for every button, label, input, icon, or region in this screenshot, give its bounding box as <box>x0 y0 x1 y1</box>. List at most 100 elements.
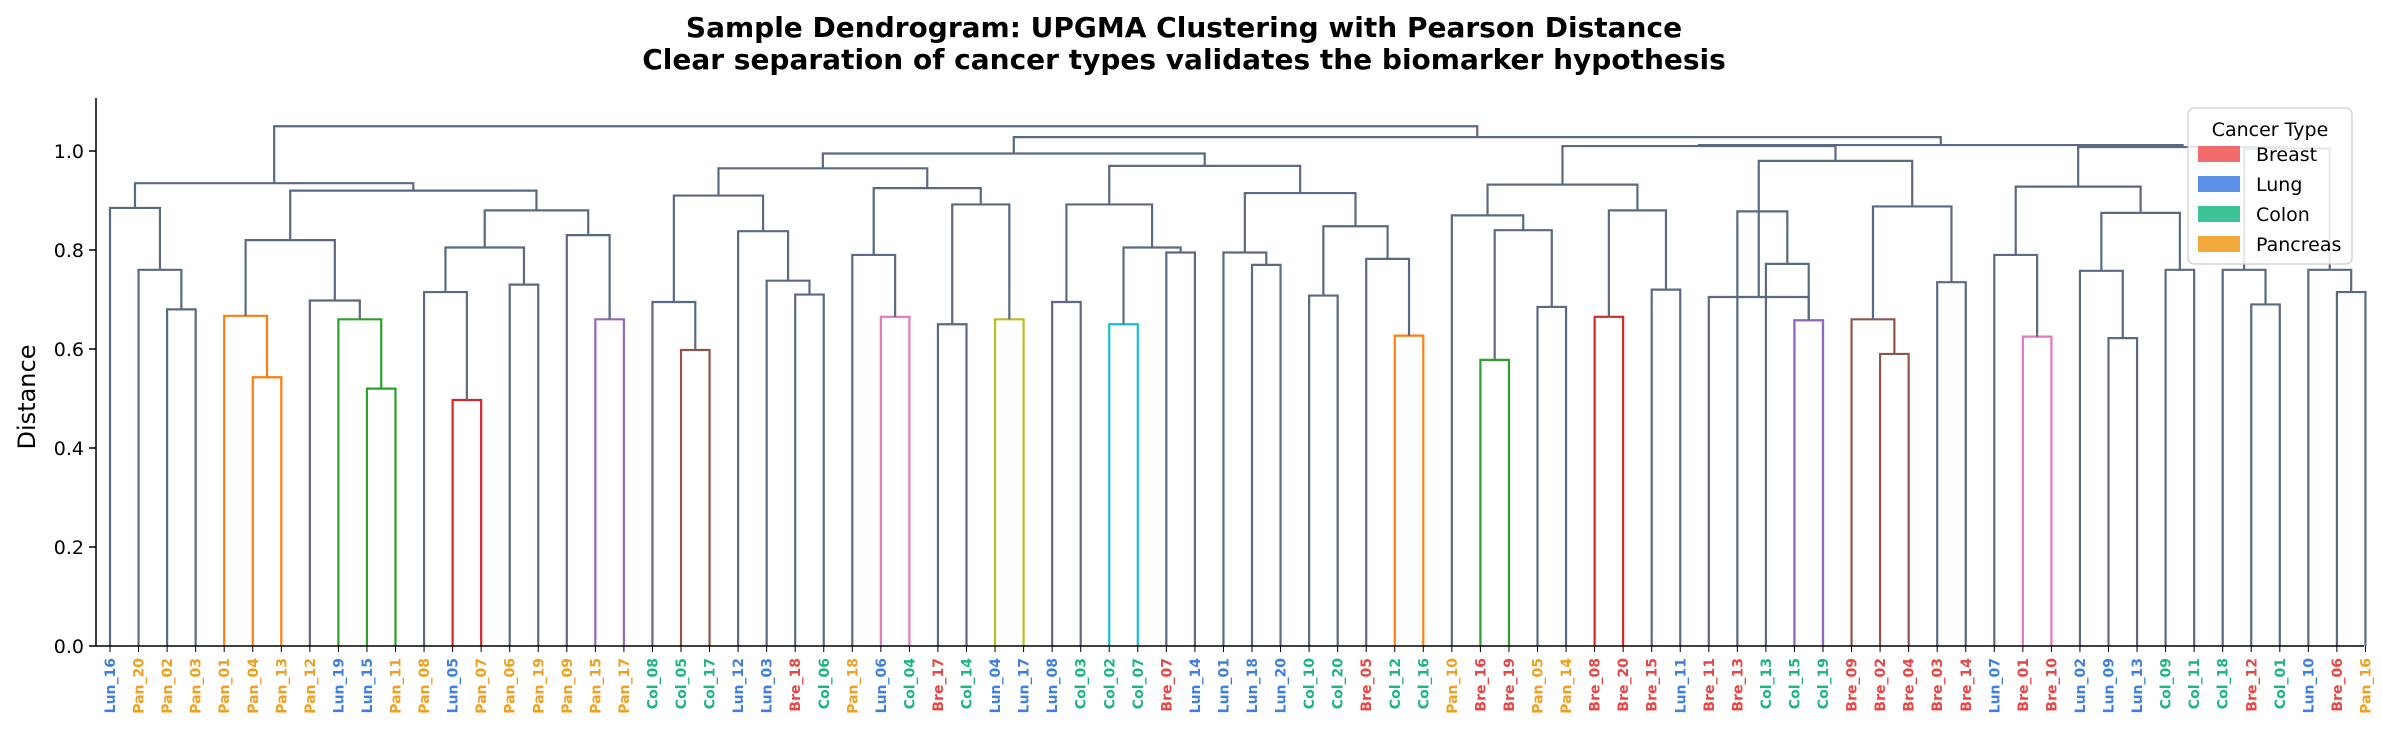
dendrogram-link <box>672 194 765 302</box>
chart-title-line2: Clear separation of cancer types validat… <box>642 43 1726 76</box>
dendrogram-link <box>422 290 468 646</box>
dendrogram-link <box>166 308 197 646</box>
leaf-label: Pan_11 <box>389 658 405 714</box>
dendrogram-link <box>765 279 811 646</box>
leaf-label: Col_01 <box>2273 658 2289 709</box>
leaf-label: Bre_09 <box>1845 658 1861 712</box>
dendrogram-link <box>244 239 336 316</box>
dendrogram-link <box>108 206 162 646</box>
leaf-label: Pan_10 <box>1445 658 1461 714</box>
dendrogram-link <box>223 314 269 646</box>
legend-entry-label: Lung <box>2256 174 2302 196</box>
dendrogram-link <box>2164 268 2196 646</box>
dendrogram-link <box>1051 300 1082 646</box>
legend-swatch <box>2198 146 2240 162</box>
leaf-label: Col_11 <box>2187 658 2203 709</box>
leaf-label: Pan_03 <box>189 658 205 714</box>
leaf-label: Bre_02 <box>1873 658 1889 712</box>
leaf-label: Lun_10 <box>2301 658 2317 714</box>
leaf-label: Bre_15 <box>1645 658 1661 712</box>
leaf-label: Bre_08 <box>1588 658 1604 712</box>
dendrogram-link <box>1108 323 1139 646</box>
leaf-label: Pan_17 <box>617 658 633 714</box>
dendrogram-link <box>1561 144 1837 185</box>
dendrogram-link <box>1879 352 1910 646</box>
dendrogram-link <box>308 299 361 646</box>
dendrogram-link <box>1871 205 1953 320</box>
leaf-label: Col_17 <box>703 658 719 709</box>
legend-swatch <box>2198 206 2240 222</box>
leaf-label: Pan_19 <box>531 658 547 714</box>
leaf-label: Bre_16 <box>1473 658 1489 712</box>
leaf-label: Bre_07 <box>1159 658 1175 712</box>
leaf-label: Lun_03 <box>760 658 776 713</box>
dendrogram-link <box>365 387 397 646</box>
dendrogram-link <box>1065 203 1154 302</box>
dendrogram-link <box>1222 251 1268 646</box>
leaf-label: Lun_17 <box>1017 658 1033 713</box>
dendrogram-link <box>565 234 611 646</box>
leaf-label: Col_15 <box>1787 658 1803 709</box>
legend-swatch <box>2198 176 2240 192</box>
dendrogram-link <box>2100 211 2181 271</box>
leaf-label: Col_19 <box>1816 658 1832 709</box>
dendrogram-link <box>2307 268 2353 646</box>
leaf-label: Bre_03 <box>1930 658 1946 712</box>
dendrogram-link <box>451 398 483 646</box>
dendrogram-link <box>1936 281 1967 646</box>
dendrogram-link <box>1393 334 1425 646</box>
dendrogram-link <box>137 268 183 646</box>
leaf-label: Lun_05 <box>446 658 462 713</box>
dendrogram-link <box>2335 290 2367 646</box>
legend-entry-label: Colon <box>2256 204 2310 226</box>
dendrogram-link <box>1250 263 1282 646</box>
legend-entry-label: Breast <box>2256 144 2317 166</box>
leaf-label: Col_16 <box>1416 658 1432 709</box>
leaf-label: Pan_20 <box>132 658 148 714</box>
leaf-label: Pan_05 <box>1531 658 1547 714</box>
leaf-label: Lun_08 <box>1045 658 1061 713</box>
y-tick-label: 0.8 <box>54 240 84 262</box>
dendrogram-link <box>879 315 911 646</box>
leaf-label: Col_09 <box>2159 658 2175 709</box>
leaf-label: Lun_20 <box>1274 658 1290 714</box>
dendrogram-link <box>1793 319 1825 646</box>
leaf-label: Lun_15 <box>360 658 376 713</box>
dendrogram-link <box>1122 246 1182 325</box>
leaf-label: Lun_19 <box>331 658 347 713</box>
leaf-label: Bre_12 <box>2244 658 2260 712</box>
leaf-label: Pan_14 <box>1559 658 1575 714</box>
dendrogram-link <box>717 167 929 196</box>
dendrogram-link <box>872 187 982 255</box>
leaf-label: Col_18 <box>2216 658 2232 709</box>
leaf-label: Col_12 <box>1388 658 1404 709</box>
leaf-label: Lun_06 <box>874 658 890 713</box>
leaf-label: Pan_12 <box>303 658 319 714</box>
y-axis-label: Distance <box>13 345 41 450</box>
dendrogram-link <box>794 293 825 646</box>
dendrogram-link <box>2014 185 2142 255</box>
leaf-label: Lun_13 <box>2130 658 2146 713</box>
leaf-label: Lun_04 <box>988 658 1004 714</box>
dendrogram-link <box>936 323 968 646</box>
dendrogram-link <box>1493 229 1553 360</box>
dendrogram-link <box>1607 209 1668 317</box>
leaf-label: Lun_02 <box>2073 658 2089 713</box>
leaf-labels: Lun_16 Pan_20 Pan_02 Pan_03 Pan_01 Pan_04 Pan_… <box>103 646 2374 714</box>
leaf-label: Lun_18 <box>1245 658 1261 713</box>
dendrogram-link <box>737 230 790 646</box>
dendrogram-link <box>1479 358 1511 646</box>
leaf-label: Bre_17 <box>931 658 947 712</box>
dendrogram-link <box>1736 210 1789 646</box>
y-tick-label: 0.0 <box>54 636 84 658</box>
y-tick-label: 0.4 <box>54 438 84 460</box>
leaf-label: Pan_13 <box>274 658 290 714</box>
leaf-label: Pan_06 <box>503 658 519 714</box>
dendrogram-link <box>1450 214 1525 646</box>
leaf-label: Bre_11 <box>1702 658 1718 712</box>
leaf-label: Col_03 <box>1074 658 1090 709</box>
dendrogram-link <box>251 376 283 646</box>
leaf-label: Col_07 <box>1131 658 1147 709</box>
dendrogram-link <box>1308 294 1339 646</box>
